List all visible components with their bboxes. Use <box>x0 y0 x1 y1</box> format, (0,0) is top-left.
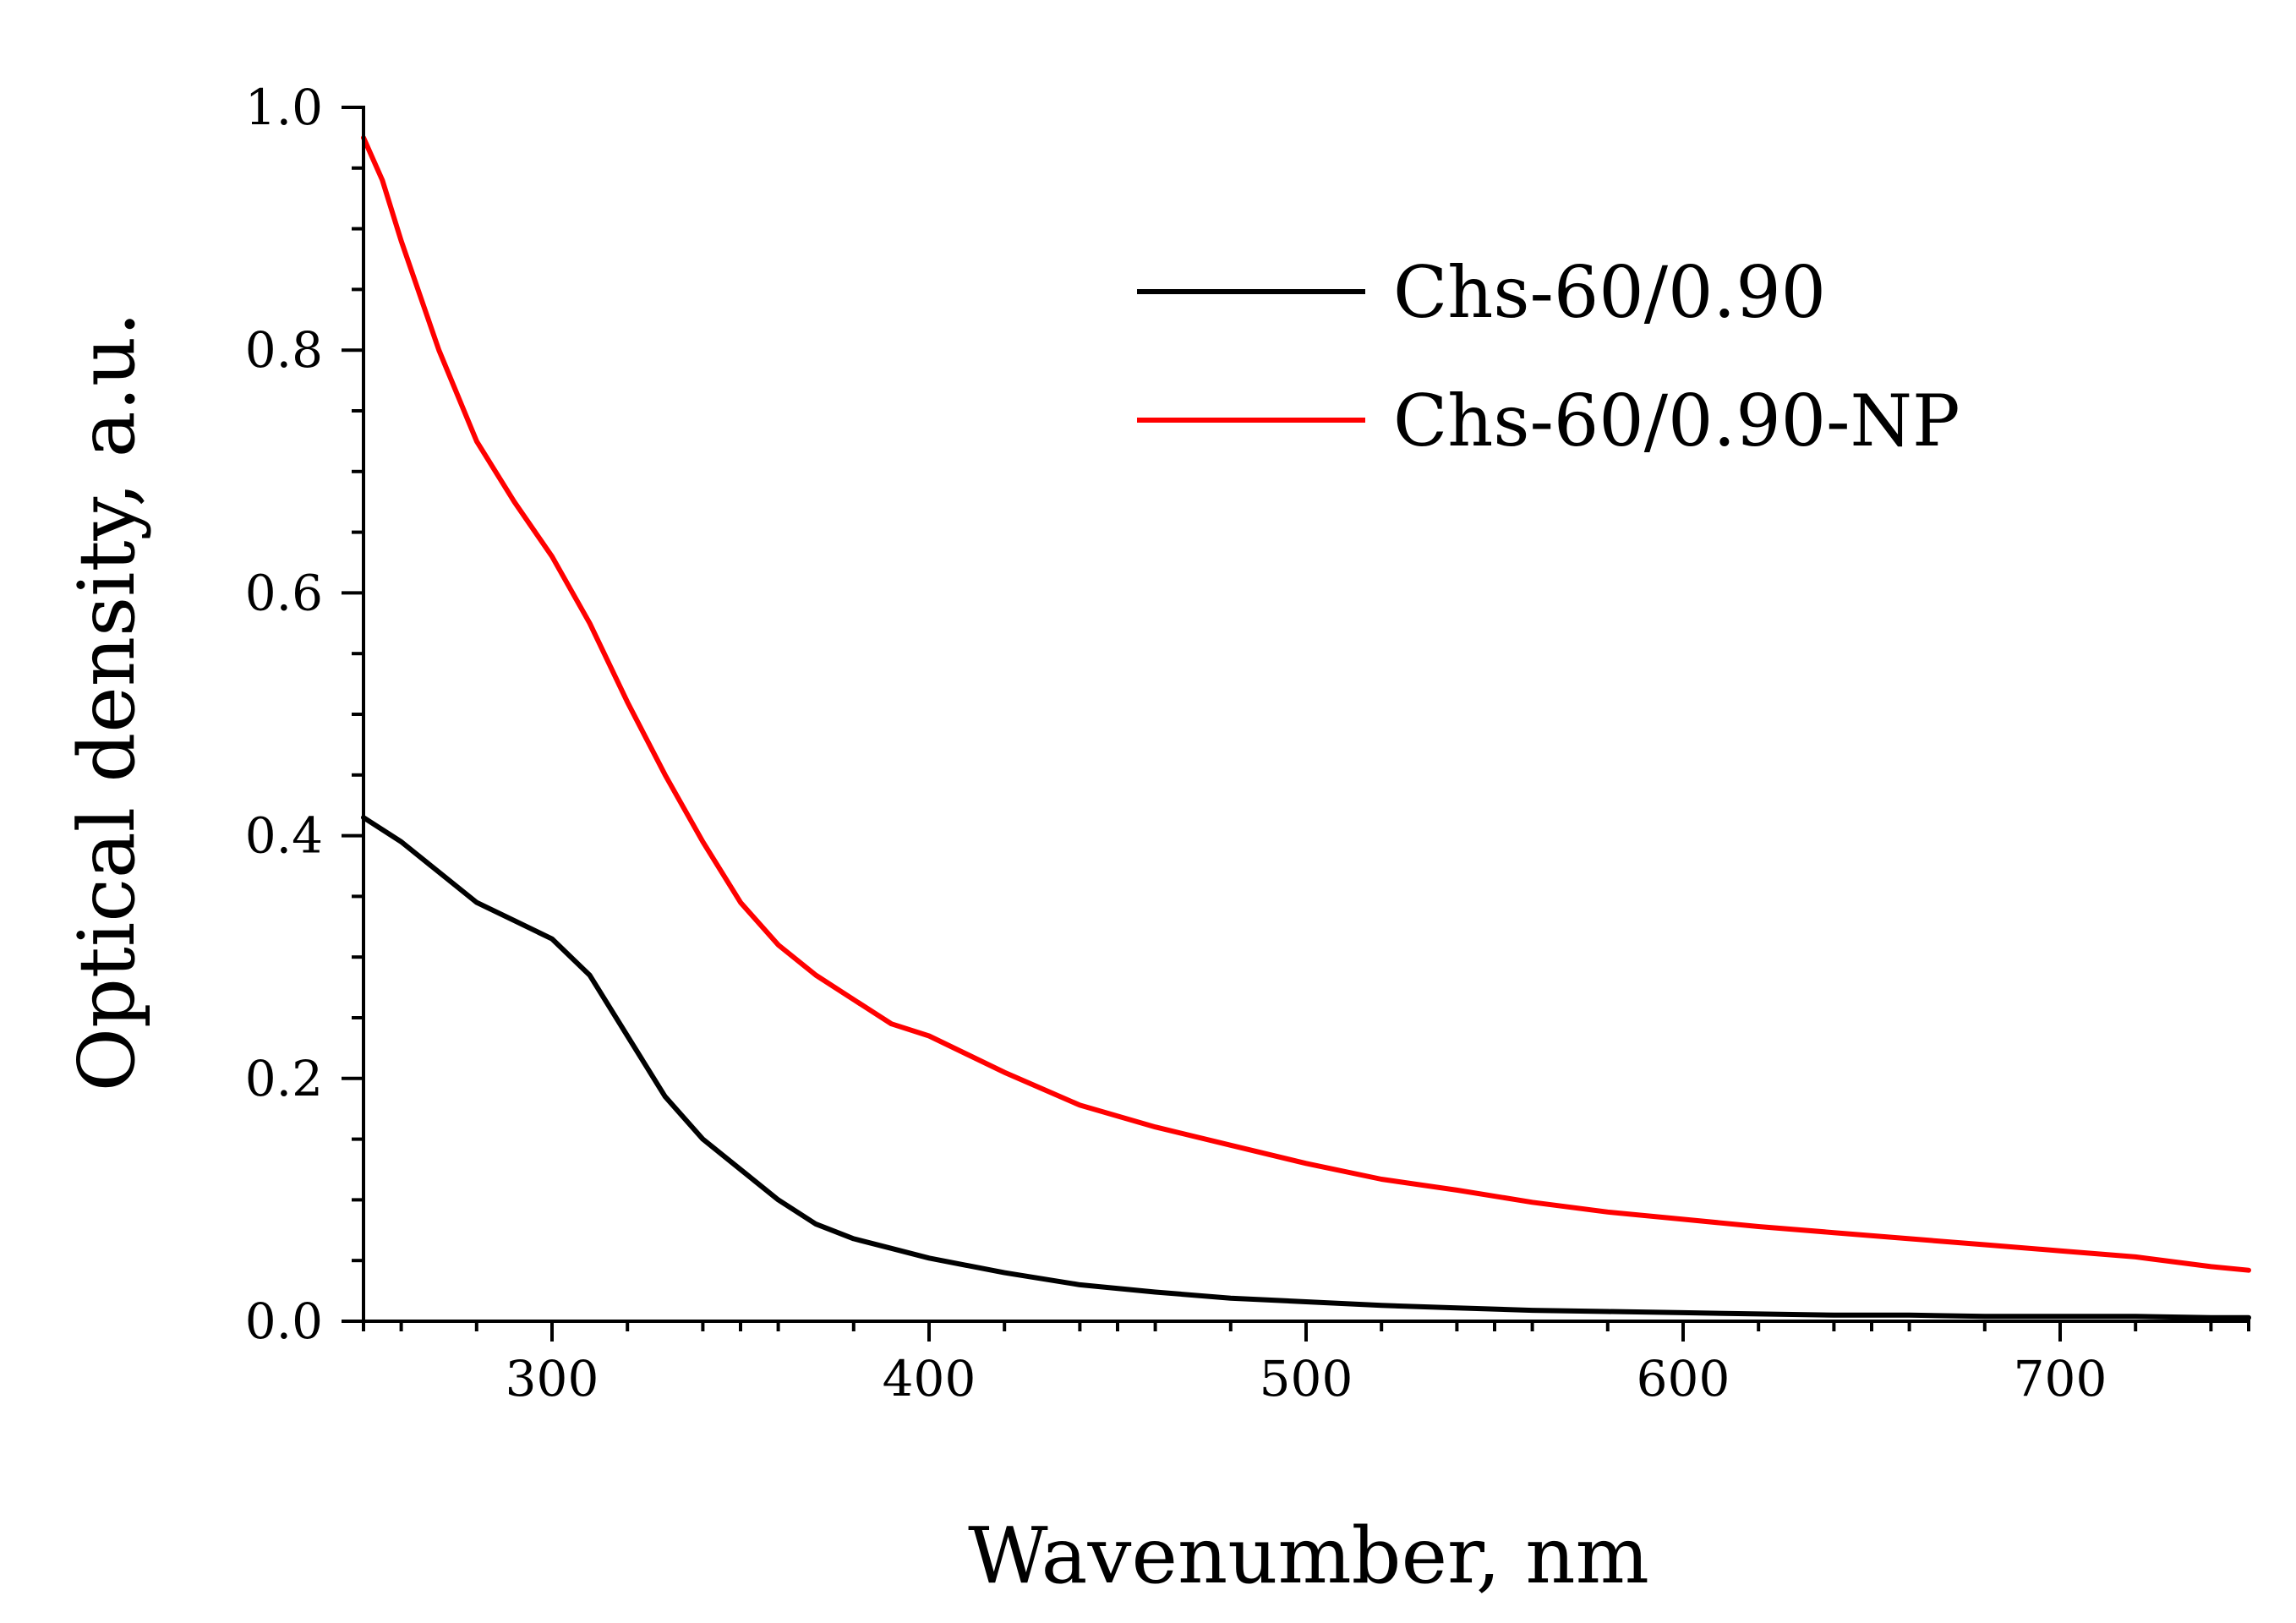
y-tick-label: 0.8 <box>245 321 323 379</box>
y-tick-label: 0.6 <box>245 564 323 621</box>
x-tick-label: 700 <box>2014 1350 2107 1407</box>
legend: Chs-60/0.90 Chs-60/0.90-NP <box>1137 251 1960 462</box>
y-axis-title: Optical density, a.u. <box>62 312 152 1092</box>
series-line-1 <box>361 815 2251 1320</box>
legend-label-2: Chs-60/0.90-NP <box>1393 380 1960 462</box>
x-ticks: 300 400 500 600 700 <box>362 1321 2250 1407</box>
plot-lines <box>361 134 2251 1320</box>
y-ticks: 0.0 0.2 0.4 0.6 0.8 1.0 <box>245 79 364 1350</box>
y-tick-label: 1.0 <box>245 79 323 136</box>
x-tick-label: 300 <box>506 1350 599 1407</box>
x-tick-label: 500 <box>1260 1350 1353 1407</box>
y-tick-label: 0.0 <box>245 1292 323 1350</box>
y-tick-label: 0.4 <box>245 807 323 865</box>
y-tick-label: 0.2 <box>245 1050 323 1107</box>
legend-label-1: Chs-60/0.90 <box>1393 251 1826 334</box>
x-axis-title: Wavenumber, nm <box>968 1511 1649 1601</box>
x-tick-label: 400 <box>883 1350 976 1407</box>
series-line-2 <box>361 134 2251 1273</box>
axes: 300 400 500 600 700 0.0 0.2 0.4 0.6 0.8 1.0 <box>245 79 2250 1407</box>
x-tick-label: 600 <box>1637 1350 1730 1407</box>
